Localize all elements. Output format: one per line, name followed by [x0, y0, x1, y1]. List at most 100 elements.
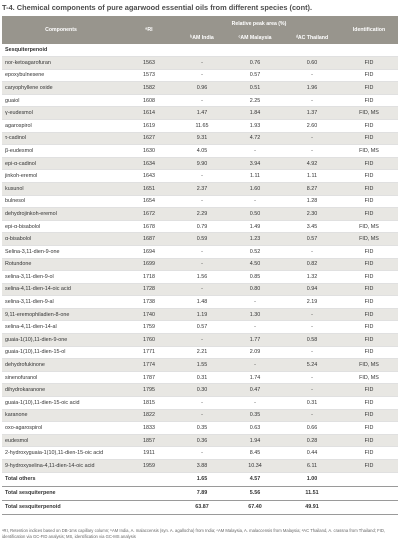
value-ac-thailand: 0.58 — [284, 333, 340, 347]
identification-method: FID — [340, 157, 398, 171]
value-am-india: - — [178, 283, 226, 297]
table-row: guaia-1(10),11-dien-15-oic acid 1815- -0.3… — [2, 396, 398, 410]
value-am-malaysia: 2.09 — [226, 346, 284, 360]
value-am-malaysia: 0.76 — [226, 56, 284, 70]
total-label: Total others — [2, 471, 120, 487]
value-am-malaysia: 0.85 — [226, 270, 284, 284]
retention-index: 1718 — [120, 270, 178, 284]
value-am-malaysia: - — [226, 320, 284, 335]
header-identification: Identification — [340, 16, 398, 44]
value-am-india: - — [178, 446, 226, 460]
identification-method: FID — [340, 421, 398, 435]
identification-method: FID — [340, 195, 398, 209]
value-ac-thailand: - — [284, 409, 340, 423]
table-row: dehydrofukinone 1774 1.55-5.24 FID, MS — [2, 358, 398, 372]
component-name: karanone — [2, 409, 120, 423]
retention-index: 1815 — [120, 396, 178, 410]
table-row: β-eudesmol 1630 4.05- - FID, MS — [2, 144, 398, 158]
component-name: epoxybulnesene — [2, 69, 120, 83]
value-ac-thailand: - — [284, 144, 340, 158]
component-name: β-eudesmol — [2, 144, 120, 158]
value-am-malaysia: 0.50 — [226, 207, 284, 221]
total-row: Total sesquiterpenoid 63.87 67.40 49.91 — [2, 500, 398, 515]
total-ri-empty — [120, 500, 178, 515]
value-ac-thailand: - — [284, 371, 340, 385]
value-ac-thailand: 2.30 — [284, 207, 340, 221]
retention-index: 1774 — [120, 358, 178, 372]
table-row: epoxybulnesene 1573-0.57- FID — [2, 69, 398, 83]
value-am-india: 1.19 — [178, 308, 226, 322]
table-row: 2-hydroxyguaia-1(10),11-dien-15-oic acid… — [2, 446, 398, 460]
header-ri: ᵃRI — [120, 16, 178, 44]
value-am-india: 3.88 — [178, 459, 226, 473]
component-name: guaia-1(10),11-dien-15-ol — [2, 346, 120, 360]
value-ac-thailand: - — [284, 245, 340, 259]
value-am-malaysia: 0.52 — [226, 245, 284, 259]
retention-index: 1614 — [120, 106, 178, 120]
value-ac-thailand: 1.32 — [284, 270, 340, 284]
identification-method: FID — [340, 182, 398, 196]
value-ac-thailand: 0.60 — [284, 56, 340, 70]
table-row: guaia-1(10),11-dien-15-ol 1771 2.21 2.09- FI… — [2, 346, 398, 360]
component-name: dehydrojinkoh-eremol — [2, 207, 120, 221]
retention-index: 1678 — [120, 220, 178, 234]
value-ac-thailand: 8.27 — [284, 182, 340, 196]
retention-index: 1771 — [120, 346, 178, 360]
component-name: τ-cadinol — [2, 132, 120, 146]
component-name: eudesmol — [2, 434, 120, 448]
value-am-malaysia: 1.94 — [226, 434, 284, 448]
identification-method: FID — [340, 396, 398, 410]
value-am-india: 0.79 — [178, 220, 226, 234]
value-am-india: 2.29 — [178, 207, 226, 221]
total-identification-empty — [340, 486, 398, 501]
value-ac-thailand: 0.94 — [284, 283, 340, 297]
identification-method: FID, MS — [340, 232, 398, 246]
identification-method: FID — [340, 169, 398, 183]
total-ri-empty — [120, 471, 178, 487]
value-am-malaysia: 1.49 — [226, 220, 284, 234]
value-ac-thailand: 0.44 — [284, 446, 340, 460]
table-row: epi-α-bisabolol 1678 0.79 1.49 3.45 FID, MS — [2, 220, 398, 234]
table-row: eudesmol 1857 0.36 1.94 0.28 FID — [2, 434, 398, 448]
value-ac-thailand: 0.28 — [284, 434, 340, 448]
identification-method: FID, MS — [340, 220, 398, 234]
value-am-malaysia: - — [226, 195, 284, 209]
component-name: Rotundone — [2, 258, 120, 272]
table-row: kusunol 1651 2.37 1.60 8.27 FID — [2, 182, 398, 196]
value-ac-thailand: 0.82 — [284, 258, 340, 272]
value-am-india: 0.30 — [178, 383, 226, 398]
retention-index: 1911 — [120, 446, 178, 460]
table-title: T-4. Chemical components of pure agarwoo… — [2, 3, 313, 12]
total-am-india: 1.65 — [178, 471, 226, 487]
total-label: Total sesquiterpene — [2, 486, 120, 501]
retention-index: 1699 — [120, 258, 178, 272]
retention-index: 1651 — [120, 182, 178, 196]
component-name: 9,11-eremophiladien-8-one — [2, 308, 120, 322]
section-label: Sesquiterpenoid — [2, 44, 398, 57]
retention-index: 1582 — [120, 81, 178, 95]
total-row: Total others 1.65 4.57 1.00 — [2, 471, 398, 487]
value-ac-thailand: - — [284, 346, 340, 360]
value-am-malaysia: 1.77 — [226, 333, 284, 347]
component-name: selina-3,11-dien-9-ol — [2, 270, 120, 284]
value-am-india: 11.65 — [178, 119, 226, 133]
component-name: guaia-1(10),11-dien-9-one — [2, 333, 120, 347]
table-row: 9-hydroxyselina-4,11-dien-14-oic acid 195… — [2, 459, 398, 473]
component-name: selina-4,11-dien-14-oic acid — [2, 283, 120, 297]
component-name: bulnesol — [2, 195, 120, 209]
retention-index: 1795 — [120, 383, 178, 398]
component-name: guaia-1(10),11-dien-15-oic acid — [2, 396, 120, 410]
table-footnote: ᵃRI, Retention indices based on DB-1ms c… — [2, 528, 386, 539]
table-row: guaia-1(10),11-dien-9-one 1760-1.77 0.58 FI… — [2, 333, 398, 347]
component-name: nor-ketoagarofuran — [2, 56, 120, 70]
value-am-malaysia: 1.11 — [226, 169, 284, 183]
table-row: agarospirol 1619 11.65 1.93 2.60 FID — [2, 119, 398, 133]
retention-index: 1608 — [120, 94, 178, 108]
retention-index: 1822 — [120, 409, 178, 423]
table-row: guaiol 1608-2.25- FID — [2, 94, 398, 108]
retention-index: 1563 — [120, 56, 178, 70]
table-row: τ-cadinol 1627 9.31 4.72- FID — [2, 132, 398, 146]
identification-method: FID — [340, 94, 398, 108]
value-am-malaysia: 1.23 — [226, 232, 284, 246]
identification-method: FID — [340, 258, 398, 272]
